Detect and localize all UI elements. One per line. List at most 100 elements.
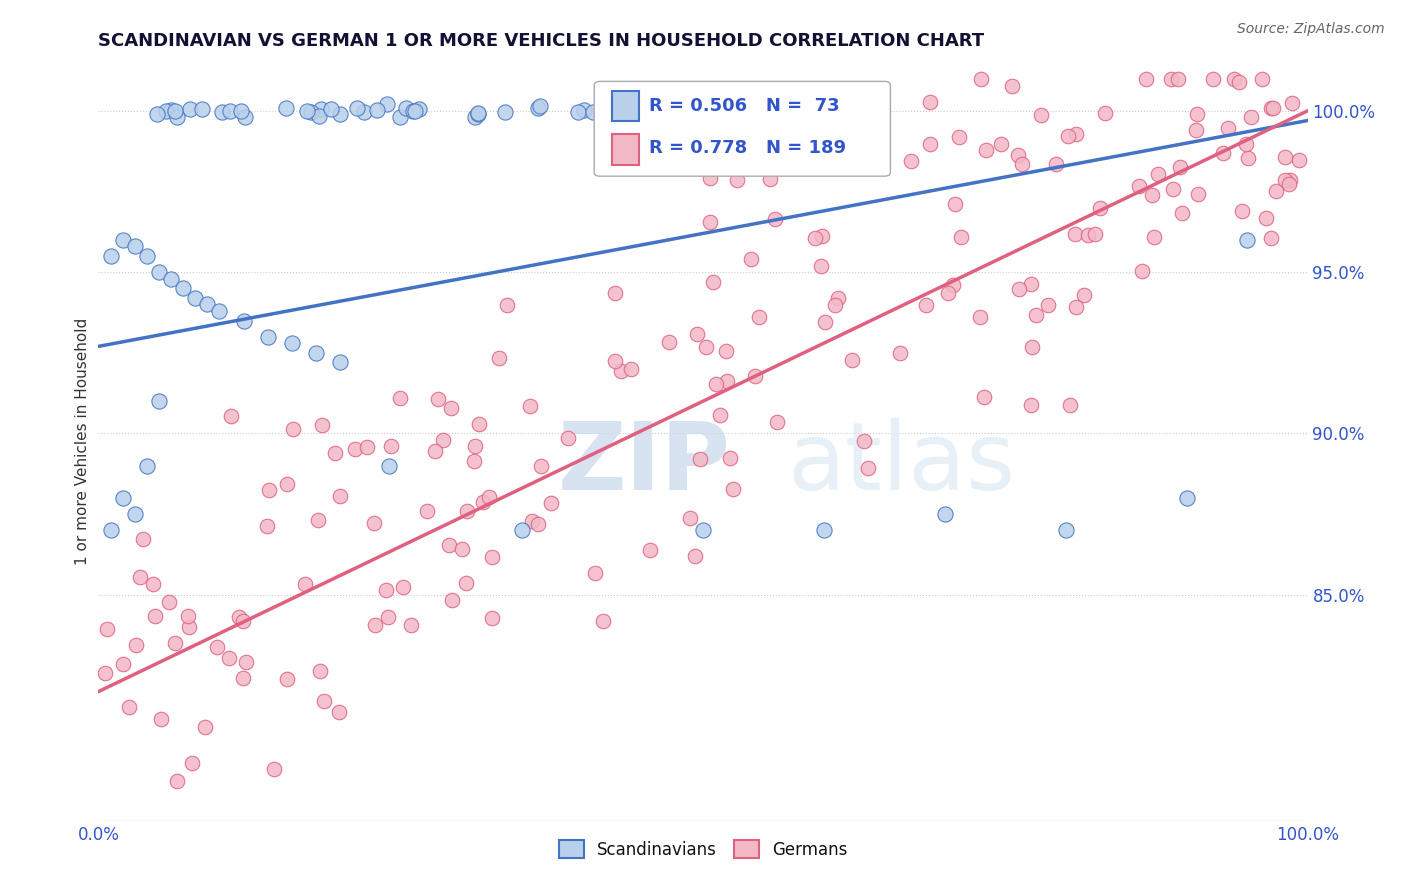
- Point: [1019, 398, 1042, 412]
- Point: [519, 399, 541, 413]
- Point: [232, 614, 254, 628]
- Point: [766, 416, 789, 430]
- Point: [163, 104, 186, 119]
- Point: [464, 439, 486, 453]
- Point: [118, 700, 141, 714]
- Point: [609, 364, 631, 378]
- Point: [814, 315, 837, 329]
- Point: [620, 362, 643, 376]
- Point: [918, 136, 941, 151]
- Point: [135, 249, 157, 263]
- Point: [309, 102, 332, 116]
- Point: [467, 107, 489, 121]
- Point: [456, 575, 478, 590]
- Point: [1090, 201, 1112, 215]
- Point: [256, 518, 278, 533]
- Point: [763, 212, 786, 227]
- Point: [219, 103, 242, 118]
- Point: [969, 310, 991, 324]
- Point: [427, 392, 450, 406]
- Point: [574, 103, 596, 118]
- Point: [1143, 230, 1166, 244]
- Point: [692, 523, 714, 537]
- Point: [124, 507, 146, 521]
- Point: [177, 620, 200, 634]
- Point: [377, 458, 399, 473]
- Point: [481, 550, 503, 565]
- Point: [738, 102, 761, 116]
- Point: [1240, 110, 1263, 124]
- Point: [221, 409, 243, 423]
- Point: [166, 773, 188, 788]
- Point: [295, 104, 318, 119]
- Point: [408, 102, 430, 116]
- Point: [439, 401, 461, 415]
- Point: [1025, 308, 1047, 322]
- Point: [689, 452, 711, 467]
- Point: [1160, 71, 1182, 86]
- Point: [344, 442, 367, 456]
- Point: [135, 458, 157, 473]
- Point: [810, 259, 832, 273]
- Point: [132, 532, 155, 546]
- Point: [1281, 95, 1303, 110]
- Point: [593, 101, 616, 115]
- Point: [1054, 523, 1077, 537]
- Point: [1234, 136, 1257, 151]
- Point: [467, 417, 489, 431]
- Legend: Scandinavians, Germans: Scandinavians, Germans: [553, 833, 853, 865]
- Point: [527, 101, 550, 115]
- Point: [702, 275, 724, 289]
- Point: [803, 231, 825, 245]
- Point: [353, 104, 375, 119]
- Point: [235, 655, 257, 669]
- Point: [1279, 172, 1302, 186]
- Point: [464, 110, 486, 124]
- Point: [309, 665, 332, 679]
- Point: [942, 277, 965, 292]
- Point: [124, 239, 146, 253]
- Point: [1288, 153, 1310, 167]
- Point: [1185, 123, 1208, 137]
- Point: [920, 95, 942, 109]
- Point: [527, 517, 550, 532]
- Point: [638, 543, 661, 558]
- Point: [415, 504, 437, 518]
- Point: [704, 376, 727, 391]
- Point: [488, 351, 510, 366]
- Point: [938, 286, 960, 301]
- Point: [583, 566, 606, 581]
- Point: [1167, 71, 1189, 86]
- Point: [949, 230, 972, 244]
- Point: [865, 145, 887, 159]
- Point: [1175, 491, 1198, 505]
- Point: [1212, 146, 1234, 161]
- Point: [650, 106, 672, 120]
- Point: [821, 85, 844, 99]
- Point: [1019, 277, 1042, 291]
- Point: [1064, 300, 1087, 314]
- Point: [1278, 178, 1301, 192]
- Point: [456, 504, 478, 518]
- Point: [401, 618, 423, 632]
- Text: atlas: atlas: [787, 418, 1017, 510]
- Point: [856, 460, 879, 475]
- Point: [308, 109, 330, 123]
- Point: [1260, 101, 1282, 115]
- Point: [155, 103, 177, 118]
- Point: [714, 343, 737, 358]
- Point: [172, 281, 194, 295]
- Point: [1008, 282, 1031, 296]
- Point: [374, 583, 396, 598]
- Point: [366, 103, 388, 118]
- Point: [149, 712, 172, 726]
- Point: [1274, 150, 1296, 164]
- Text: SCANDINAVIAN VS GERMAN 1 OR MORE VEHICLES IN HOUSEHOLD CORRELATION CHART: SCANDINAVIAN VS GERMAN 1 OR MORE VEHICLE…: [98, 32, 984, 50]
- Point: [159, 103, 181, 117]
- Text: R = 0.506   N =  73: R = 0.506 N = 73: [648, 97, 839, 115]
- Point: [142, 576, 165, 591]
- Point: [530, 458, 553, 473]
- Point: [96, 622, 118, 636]
- Point: [257, 483, 280, 497]
- Point: [1251, 71, 1274, 86]
